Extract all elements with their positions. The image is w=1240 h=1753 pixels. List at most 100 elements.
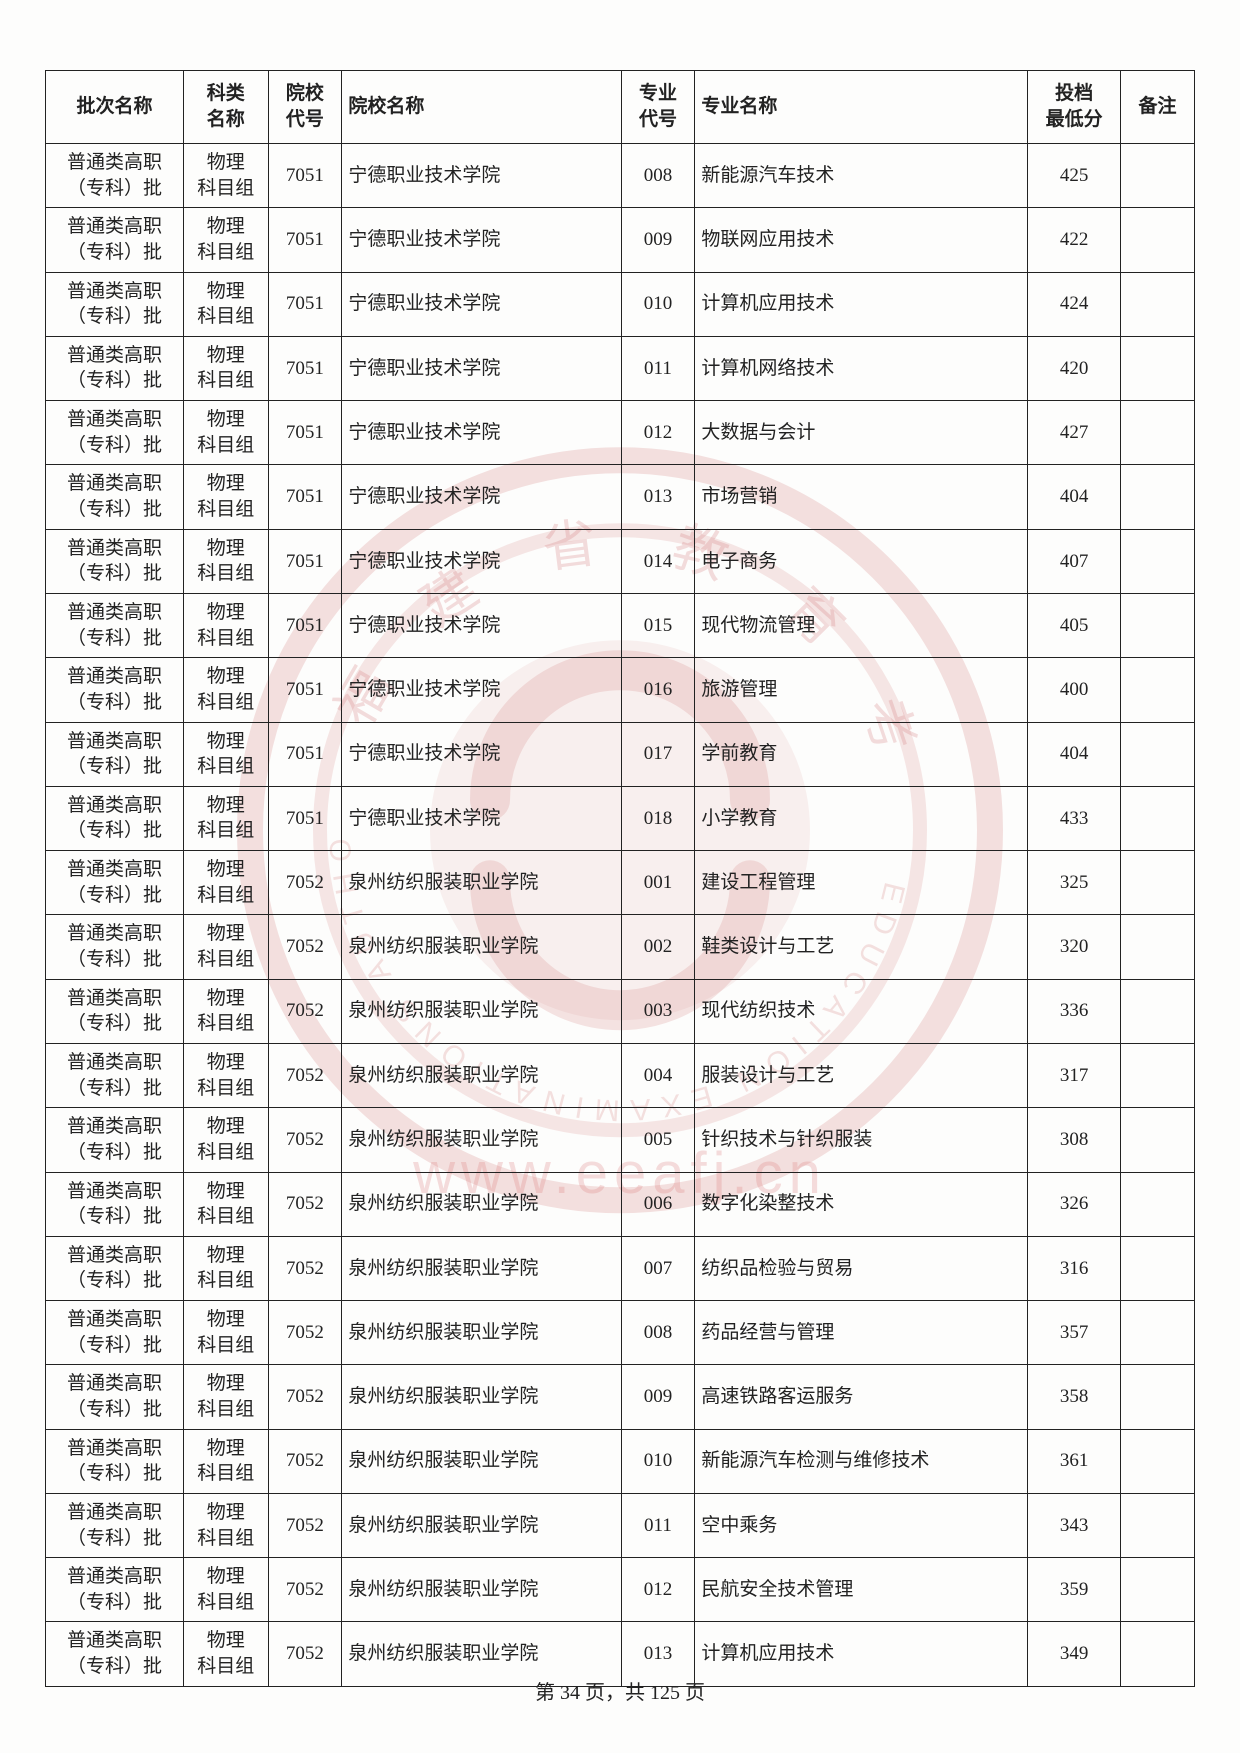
table-cell: 普通类高职（专科）批 <box>46 658 184 722</box>
table-cell: 物理科目组 <box>184 529 269 593</box>
table-cell: 物理科目组 <box>184 465 269 529</box>
table-cell: 普通类高职（专科）批 <box>46 786 184 850</box>
table-cell <box>1121 208 1195 272</box>
table-cell: 普通类高职（专科）批 <box>46 1236 184 1300</box>
table-row: 普通类高职（专科）批物理科目组7051宁德职业技术学院012大数据与会计427 <box>46 401 1195 465</box>
table-row: 普通类高职（专科）批物理科目组7051宁德职业技术学院013市场营销404 <box>46 465 1195 529</box>
table-row: 普通类高职（专科）批物理科目组7052泉州纺织服装职业学院005针织技术与针织服… <box>46 1108 1195 1172</box>
table-cell: 003 <box>621 979 695 1043</box>
page-footer: 第 34 页，共 125 页 <box>0 1676 1240 1705</box>
table-row: 普通类高职（专科）批物理科目组7052泉州纺织服装职业学院008药品经营与管理3… <box>46 1301 1195 1365</box>
table-cell <box>1121 1365 1195 1429</box>
table-cell <box>1121 144 1195 208</box>
table-cell: 数字化染整技术 <box>695 1172 1028 1236</box>
table-row: 普通类高职（专科）批物理科目组7052泉州纺织服装职业学院006数字化染整技术3… <box>46 1172 1195 1236</box>
table-cell: 普通类高职（专科）批 <box>46 979 184 1043</box>
table-cell: 7052 <box>268 1365 342 1429</box>
table-cell: 物理科目组 <box>184 1365 269 1429</box>
table-cell: 泉州纺织服装职业学院 <box>342 1301 621 1365</box>
table-row: 普通类高职（专科）批物理科目组7052泉州纺织服装职业学院004服装设计与工艺3… <box>46 1043 1195 1107</box>
table-cell: 普通类高职（专科）批 <box>46 1301 184 1365</box>
table-cell: 001 <box>621 851 695 915</box>
table-cell: 泉州纺织服装职业学院 <box>342 1493 621 1557</box>
table-cell: 016 <box>621 658 695 722</box>
table-cell <box>1121 272 1195 336</box>
table-cell: 物理科目组 <box>184 1558 269 1622</box>
table-row: 普通类高职（专科）批物理科目组7051宁德职业技术学院015现代物流管理405 <box>46 593 1195 657</box>
footer-mid: 页，共 <box>580 1682 650 1704</box>
table-cell: 308 <box>1028 1108 1121 1172</box>
table-cell <box>1121 1108 1195 1172</box>
table-cell: 市场营销 <box>695 465 1028 529</box>
table-cell: 7052 <box>268 1236 342 1300</box>
table-cell: 普通类高职（专科）批 <box>46 1172 184 1236</box>
table-row: 普通类高职（专科）批物理科目组7052泉州纺织服装职业学院011空中乘务343 <box>46 1493 1195 1557</box>
table-cell: 泉州纺织服装职业学院 <box>342 851 621 915</box>
table-cell: 大数据与会计 <box>695 401 1028 465</box>
table-cell: 011 <box>621 336 695 400</box>
table-row: 普通类高职（专科）批物理科目组7052泉州纺织服装职业学院010新能源汽车检测与… <box>46 1429 1195 1493</box>
table-cell: 018 <box>621 786 695 850</box>
table-cell: 7051 <box>268 336 342 400</box>
table-cell <box>1121 722 1195 786</box>
table-cell: 361 <box>1028 1429 1121 1493</box>
table-cell: 320 <box>1028 915 1121 979</box>
table-cell: 7052 <box>268 1301 342 1365</box>
admission-table: 批次名称科类名称院校代号院校名称专业代号专业名称投档最低分备注 普通类高职（专科… <box>45 70 1195 1687</box>
table-cell: 433 <box>1028 786 1121 850</box>
table-cell: 针织技术与针织服装 <box>695 1108 1028 1172</box>
table-cell: 400 <box>1028 658 1121 722</box>
table-row: 普通类高职（专科）批物理科目组7052泉州纺织服装职业学院002鞋类设计与工艺3… <box>46 915 1195 979</box>
table-cell: 7051 <box>268 465 342 529</box>
table-cell: 物理科目组 <box>184 1172 269 1236</box>
table-row: 普通类高职（专科）批物理科目组7052泉州纺织服装职业学院007纺织品检验与贸易… <box>46 1236 1195 1300</box>
table-row: 普通类高职（专科）批物理科目组7052泉州纺织服装职业学院001建设工程管理32… <box>46 851 1195 915</box>
table-cell: 计算机应用技术 <box>695 272 1028 336</box>
table-cell: 011 <box>621 1493 695 1557</box>
table-cell: 7052 <box>268 915 342 979</box>
table-cell <box>1121 915 1195 979</box>
table-cell: 泉州纺织服装职业学院 <box>342 979 621 1043</box>
table-cell: 物联网应用技术 <box>695 208 1028 272</box>
table-row: 普通类高职（专科）批物理科目组7052泉州纺织服装职业学院003现代纺织技术33… <box>46 979 1195 1043</box>
table-cell: 404 <box>1028 722 1121 786</box>
table-cell: 7051 <box>268 722 342 786</box>
col-header: 院校名称 <box>342 71 621 144</box>
col-header: 批次名称 <box>46 71 184 144</box>
table-cell <box>1121 1493 1195 1557</box>
table-cell: 物理科目组 <box>184 658 269 722</box>
table-cell: 泉州纺织服装职业学院 <box>342 1365 621 1429</box>
table-cell: 7051 <box>268 144 342 208</box>
document-page: 福 建 省 教 育 考 试 院 EDUCATION EXAMINATIONS A… <box>0 0 1240 1753</box>
table-cell <box>1121 1558 1195 1622</box>
table-cell <box>1121 465 1195 529</box>
table-cell <box>1121 851 1195 915</box>
table-cell: 泉州纺织服装职业学院 <box>342 1108 621 1172</box>
table-cell: 7052 <box>268 1108 342 1172</box>
table-row: 普通类高职（专科）批物理科目组7051宁德职业技术学院010计算机应用技术424 <box>46 272 1195 336</box>
table-cell <box>1121 1301 1195 1365</box>
table-cell: 物理科目组 <box>184 786 269 850</box>
table-cell: 7051 <box>268 786 342 850</box>
table-row: 普通类高职（专科）批物理科目组7051宁德职业技术学院009物联网应用技术422 <box>46 208 1195 272</box>
table-cell: 物理科目组 <box>184 1108 269 1172</box>
table-cell: 服装设计与工艺 <box>695 1043 1028 1107</box>
table-row: 普通类高职（专科）批物理科目组7051宁德职业技术学院018小学教育433 <box>46 786 1195 850</box>
table-cell: 343 <box>1028 1493 1121 1557</box>
table-cell: 普通类高职（专科）批 <box>46 144 184 208</box>
table-cell: 物理科目组 <box>184 1043 269 1107</box>
table-cell <box>1121 529 1195 593</box>
table-cell: 宁德职业技术学院 <box>342 208 621 272</box>
table-cell: 012 <box>621 401 695 465</box>
table-cell: 317 <box>1028 1043 1121 1107</box>
table-row: 普通类高职（专科）批物理科目组7051宁德职业技术学院014电子商务407 <box>46 529 1195 593</box>
table-cell: 013 <box>621 465 695 529</box>
col-header: 科类名称 <box>184 71 269 144</box>
table-cell: 325 <box>1028 851 1121 915</box>
table-cell: 宁德职业技术学院 <box>342 272 621 336</box>
table-cell: 纺织品检验与贸易 <box>695 1236 1028 1300</box>
table-cell: 普通类高职（专科）批 <box>46 1558 184 1622</box>
table-cell: 普通类高职（专科）批 <box>46 401 184 465</box>
table-cell: 316 <box>1028 1236 1121 1300</box>
table-cell: 010 <box>621 272 695 336</box>
